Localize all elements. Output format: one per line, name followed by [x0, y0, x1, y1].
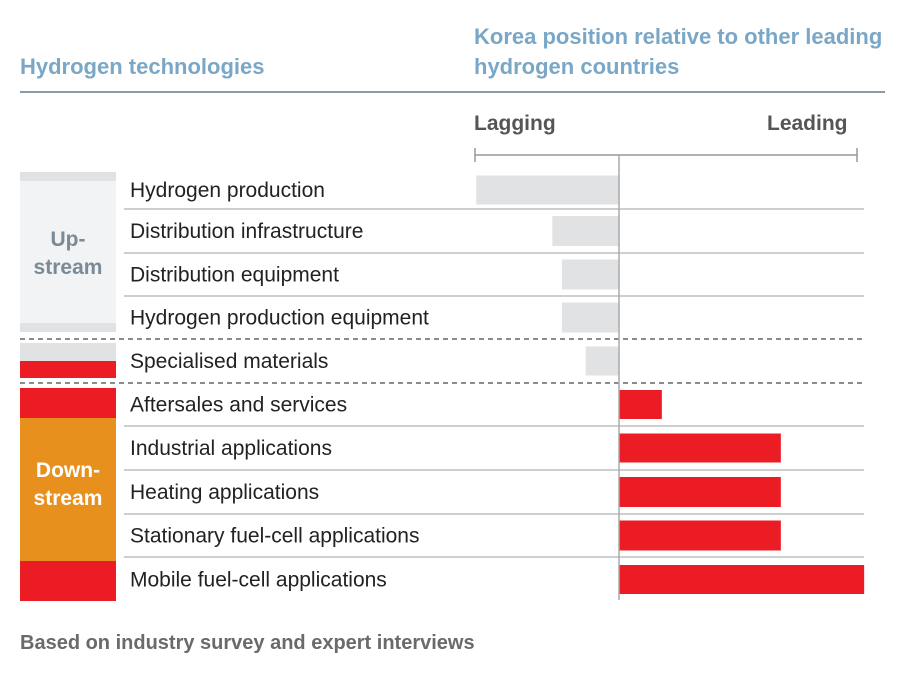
category-label: Hydrogen production [130, 179, 325, 202]
footer-note: Based on industry survey and expert inte… [20, 632, 475, 654]
left-column-title: Hydrogen technologies [20, 54, 265, 79]
bar [476, 175, 619, 205]
bar [552, 216, 619, 246]
category-label: Industrial applications [130, 437, 332, 460]
upstream-top-accent [20, 172, 116, 181]
bar [561, 302, 619, 333]
right-column-title: Korea position relative to other leading… [474, 24, 883, 79]
scale-label-leading: Leading [767, 112, 848, 135]
bar [619, 477, 781, 507]
bar [561, 259, 619, 290]
downstream-label-line1: Down- [36, 459, 100, 482]
category-label: Specialised materials [130, 350, 328, 373]
downstream-red-top [20, 388, 116, 418]
upstream-label-line2: stream [34, 256, 103, 279]
bar [585, 346, 619, 376]
bar [619, 565, 865, 594]
category-label: Stationary fuel-cell applications [130, 525, 420, 548]
category-label: Heating applications [130, 481, 319, 504]
specialised-group-bottom [20, 361, 116, 378]
upstream-group-band [20, 172, 116, 332]
upstream-label-line1: Up- [51, 228, 86, 251]
category-label: Distribution infrastructure [130, 220, 363, 243]
downstream-red-bottom [20, 561, 116, 601]
specialised-group-top [20, 343, 116, 361]
category-label: Aftersales and services [130, 394, 347, 417]
bar [619, 433, 781, 463]
bar [619, 520, 781, 551]
downstream-group-band [20, 418, 116, 561]
category-label: Mobile fuel-cell applications [130, 569, 387, 592]
category-label: Hydrogen production equipment [130, 307, 429, 330]
scale-label-lagging: Lagging [474, 112, 556, 135]
upstream-bottom-accent [20, 323, 116, 332]
downstream-label-line2: stream [34, 487, 103, 510]
bar [619, 390, 662, 419]
header-divider [20, 91, 885, 93]
category-label: Distribution equipment [130, 264, 339, 287]
